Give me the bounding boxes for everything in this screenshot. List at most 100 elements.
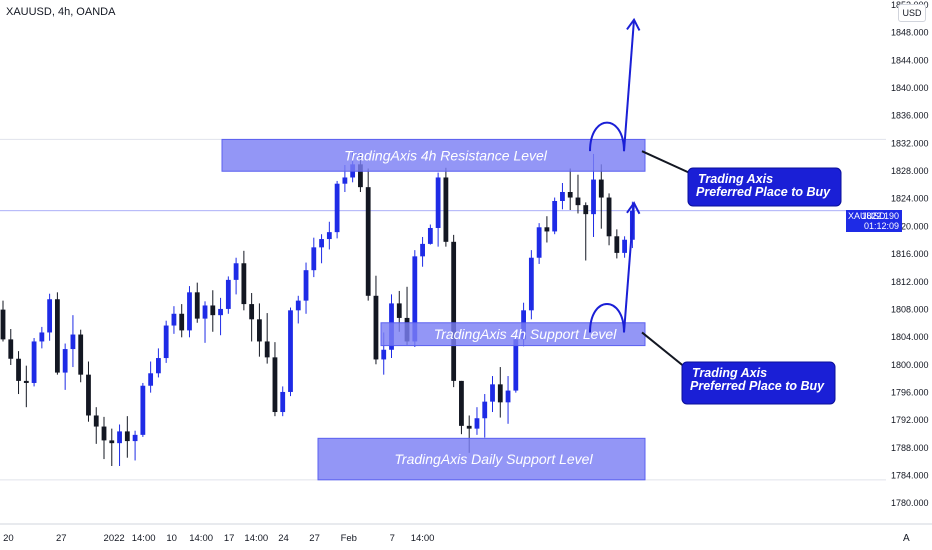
- candle-body: [435, 177, 441, 228]
- projection-ray: [623, 202, 635, 333]
- candlestick-series: [0, 150, 635, 466]
- candle-body: [334, 183, 340, 233]
- price-tick-label: 1792.000: [891, 415, 929, 425]
- price-tick-label: 1836.000: [891, 111, 929, 121]
- candle-body: [0, 309, 6, 340]
- candle-body: [513, 339, 519, 391]
- candle-body: [148, 373, 154, 386]
- level-zone-label: TradingAxis Daily Support Level: [394, 451, 593, 467]
- candle-body: [544, 227, 550, 232]
- price-tag-value: 1822.190: [861, 211, 899, 221]
- candle-body: [225, 279, 231, 309]
- candle-body: [528, 257, 534, 311]
- price-tick-label: 1796.000: [891, 387, 929, 397]
- callout-text: Preferred Place to Buy: [690, 379, 825, 393]
- candle-body: [326, 232, 332, 240]
- candle-body: [319, 239, 324, 248]
- candle-body: [93, 415, 99, 427]
- level-zone: [317, 437, 646, 481]
- time-tick-label: 7: [390, 533, 395, 544]
- candle-body: [381, 349, 387, 360]
- candle-body: [257, 319, 262, 342]
- candle-body: [505, 390, 511, 403]
- last-price-tag: XAUUSD 1822.190 01:12:09: [846, 210, 902, 232]
- candle-body: [342, 177, 348, 184]
- candle-body: [210, 305, 216, 316]
- candle-body: [451, 241, 457, 381]
- candle-body: [62, 349, 68, 373]
- candle-body: [622, 239, 627, 253]
- price-axis-bg[interactable]: [886, 0, 932, 524]
- candle-body: [117, 431, 122, 444]
- price-tag-symbol: XAUUSD: [848, 211, 886, 221]
- candle-body: [194, 292, 200, 319]
- price-tick-label: 1784.000: [891, 470, 929, 480]
- candle-body: [591, 179, 596, 215]
- candle-body: [70, 334, 76, 350]
- candle-body: [218, 308, 223, 316]
- time-tick-label: Feb: [341, 533, 357, 544]
- level-zone: [221, 138, 646, 172]
- auto-scale-button[interactable]: A: [903, 533, 910, 544]
- candle-body: [241, 263, 247, 305]
- time-tick-label: 10: [166, 533, 177, 544]
- candle-body: [396, 303, 402, 318]
- candle-body: [31, 341, 37, 383]
- candle-body: [606, 197, 612, 237]
- candle-body: [171, 313, 177, 326]
- price-tick-label: 1828.000: [891, 166, 929, 176]
- candle-body: [365, 187, 371, 296]
- candle-body: [233, 263, 239, 280]
- currency-badge[interactable]: USD: [898, 4, 926, 22]
- candle-body: [412, 256, 418, 342]
- time-tick-label: 17: [224, 533, 235, 544]
- candle-body: [560, 192, 565, 201]
- candle-body: [482, 401, 488, 419]
- level-zone-label: TradingAxis 4h Resistance Level: [344, 147, 548, 163]
- time-tick-label: 14:00: [132, 533, 156, 544]
- candle-body: [614, 236, 620, 253]
- time-axis[interactable]: 20 27 2022 14:00 10 14:00 17 14:00 24 27 Feb 7 14:00: [0, 523, 932, 544]
- price-tick-label: 1788.000: [891, 443, 929, 453]
- time-tick-label: 27: [309, 533, 320, 544]
- time-tick-label: 20: [3, 533, 14, 544]
- price-tick-label: 1800.000: [891, 360, 929, 370]
- candle-body: [187, 292, 192, 331]
- price-axis[interactable]: 1780.000 1784.000 1788.000 1792.000 1796.000…: [886, 0, 932, 524]
- time-tick-label: 14:00: [411, 533, 435, 544]
- projection-bump: [589, 303, 625, 333]
- candle-body: [288, 310, 293, 392]
- candle-body: [303, 270, 309, 301]
- time-tick-label: 27: [56, 533, 67, 544]
- candle-body: [466, 425, 472, 429]
- candle-body: [156, 358, 161, 374]
- candle-body: [202, 305, 208, 319]
- candle-body: [8, 339, 14, 359]
- candle-body: [427, 227, 433, 244]
- candle-body: [109, 440, 115, 444]
- candle-body: [575, 197, 581, 206]
- time-tick-label: 24: [278, 533, 289, 544]
- candle-body: [78, 334, 84, 375]
- arrow-head: [626, 17, 641, 31]
- price-tick-label: 1848.000: [891, 28, 929, 38]
- candle-body: [295, 300, 301, 311]
- callout-box: [687, 167, 842, 207]
- candle-body: [358, 164, 363, 188]
- candle-body: [163, 325, 169, 359]
- price-tick-label: 1816.000: [891, 249, 929, 259]
- price-tag-countdown: 01:12:09: [863, 221, 899, 231]
- candle-body: [459, 380, 464, 426]
- candle-body: [567, 192, 573, 198]
- candle-body: [536, 227, 542, 258]
- candle-body: [16, 358, 21, 381]
- arrow-head: [626, 201, 641, 215]
- callout-pointer: [641, 331, 687, 369]
- candle-body: [552, 200, 558, 232]
- candle-body: [490, 384, 495, 402]
- candle-body: [23, 380, 29, 383]
- price-tick-label: 1832.000: [891, 138, 929, 148]
- candle-body: [86, 374, 91, 416]
